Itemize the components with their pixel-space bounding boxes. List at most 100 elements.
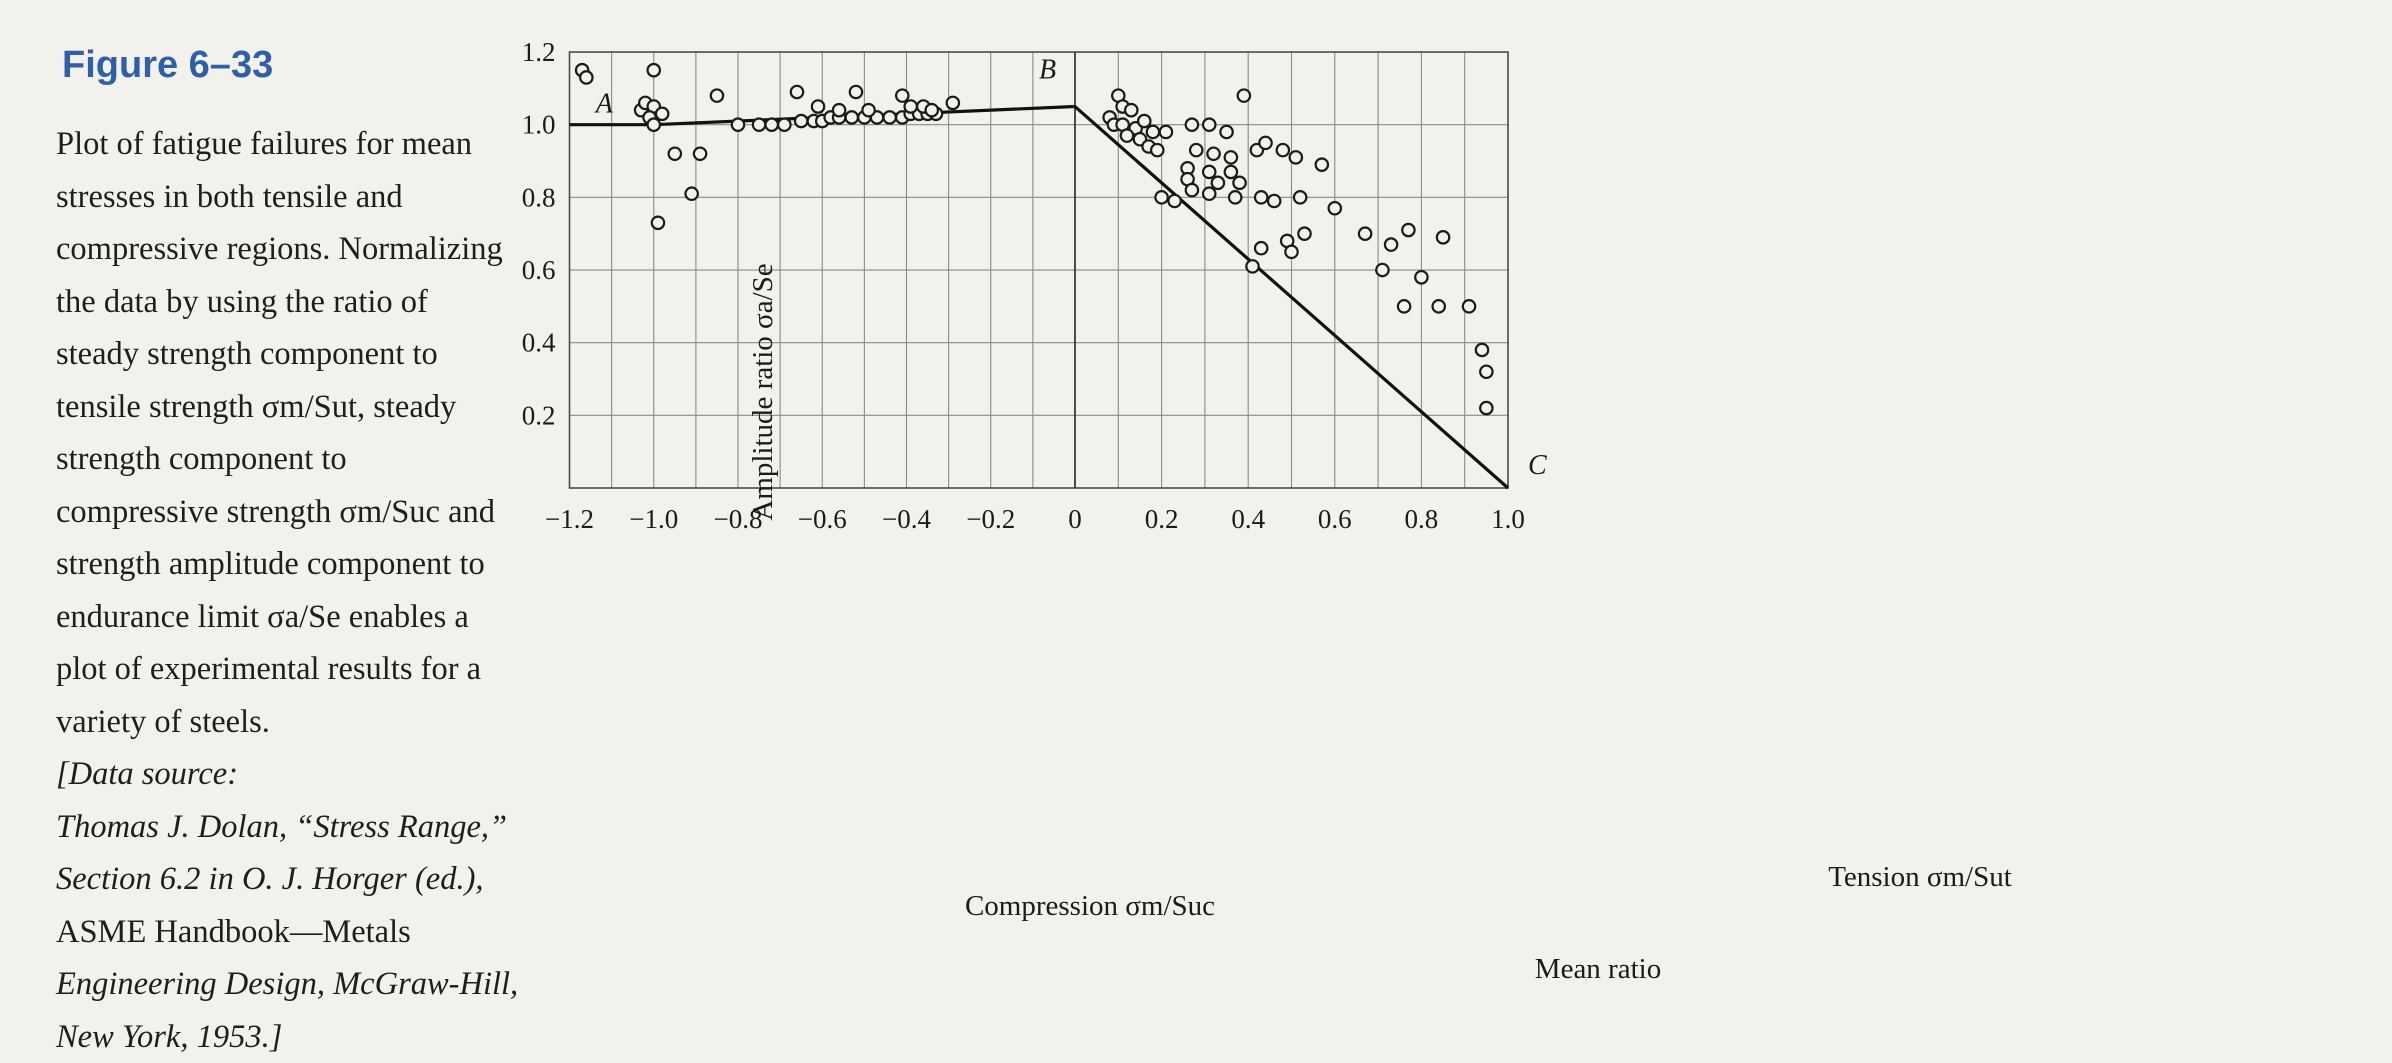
data-point — [711, 89, 723, 101]
envelope-line — [570, 107, 1509, 488]
data-point — [1476, 344, 1488, 356]
data-point — [1277, 144, 1289, 156]
data-point — [1121, 129, 1133, 141]
data-points — [576, 64, 1493, 414]
failure-envelope: A B C — [570, 55, 1548, 488]
data-point — [846, 111, 858, 123]
data-point — [883, 111, 895, 123]
data-point — [648, 119, 660, 131]
data-point — [1151, 144, 1163, 156]
data-point — [732, 119, 744, 131]
data-point — [766, 119, 778, 131]
data-point — [1398, 300, 1410, 312]
data-point — [850, 86, 862, 98]
data-point — [685, 188, 697, 200]
data-point — [648, 64, 660, 76]
data-point — [1480, 366, 1492, 378]
x-tick-label: −0.4 — [882, 504, 931, 534]
y-tick-label: 0.6 — [522, 255, 556, 285]
data-point — [1229, 191, 1241, 203]
x-axis-title-main: Mean ratio — [1535, 953, 1661, 985]
data-point — [1329, 202, 1341, 214]
data-point — [1212, 177, 1224, 189]
data-point — [896, 89, 908, 101]
data-point — [1298, 227, 1310, 239]
data-point — [694, 148, 706, 160]
x-axis-title-tension: Tension σm/Sut — [1828, 861, 2012, 893]
y-tick-label: 0.4 — [522, 328, 556, 358]
data-point — [656, 108, 668, 120]
x-tick-label: −0.2 — [966, 504, 1015, 534]
point-label-c: C — [1528, 450, 1547, 481]
data-point — [1147, 126, 1159, 138]
data-point — [652, 217, 664, 229]
data-point — [1255, 191, 1267, 203]
data-point — [1168, 195, 1180, 207]
x-tick-label: 1.0 — [1491, 504, 1525, 534]
data-point — [1155, 191, 1167, 203]
x-tick-label: 0.8 — [1405, 504, 1439, 534]
data-point — [812, 100, 824, 112]
data-point — [1220, 126, 1232, 138]
y-tick-label: 0.2 — [522, 400, 556, 430]
x-axis-title-compression: Compression σm/Suc — [965, 890, 1215, 922]
data-point — [1268, 195, 1280, 207]
data-point — [1255, 242, 1267, 254]
data-point — [1160, 126, 1172, 138]
data-point — [1402, 224, 1414, 236]
data-point — [1415, 271, 1427, 283]
x-tick-label: −0.6 — [798, 504, 847, 534]
grid — [570, 52, 1509, 488]
data-point — [1225, 166, 1237, 178]
data-point — [1207, 148, 1219, 160]
data-point — [580, 71, 592, 83]
x-tick-label: 0.2 — [1145, 504, 1179, 534]
y-tick-label: 1.2 — [522, 37, 556, 67]
data-point — [1238, 89, 1250, 101]
data-point — [1233, 177, 1245, 189]
point-label-b: B — [1039, 55, 1056, 86]
data-point — [753, 119, 765, 131]
point-label-a: A — [594, 89, 614, 120]
data-point — [1437, 231, 1449, 243]
x-tick-label: 0 — [1068, 504, 1082, 534]
data-point — [1186, 119, 1198, 131]
data-point — [1125, 104, 1137, 116]
data-point — [1290, 151, 1302, 163]
data-point — [1203, 119, 1215, 131]
x-tick-label: 0.6 — [1318, 504, 1352, 534]
axis-titles: Amplitude ratio σa/Se Compression σm/Suc… — [747, 263, 2012, 985]
data-point — [1190, 144, 1202, 156]
y-axis-title: Amplitude ratio σa/Se — [747, 263, 779, 520]
x-tick-label: −1.0 — [629, 504, 678, 534]
data-point — [1463, 300, 1475, 312]
data-point — [1294, 191, 1306, 203]
data-point — [1376, 264, 1388, 276]
data-point — [1359, 227, 1371, 239]
y-tick-label: 1.0 — [522, 110, 556, 140]
data-point — [1480, 402, 1492, 414]
data-point — [1246, 260, 1258, 272]
data-point — [1385, 238, 1397, 250]
data-point — [1203, 188, 1215, 200]
data-point — [795, 115, 807, 127]
data-point — [1203, 166, 1215, 178]
data-point — [1259, 137, 1271, 149]
data-point — [1186, 184, 1198, 196]
data-point — [1316, 158, 1328, 170]
data-point — [791, 86, 803, 98]
data-point — [778, 119, 790, 131]
data-point — [833, 104, 845, 116]
y-tick-label: 0.8 — [522, 182, 556, 212]
data-point — [947, 97, 959, 109]
data-point — [1138, 115, 1150, 127]
data-point — [1225, 151, 1237, 163]
data-point — [1285, 246, 1297, 258]
x-tick-label: −1.2 — [545, 504, 594, 534]
data-point — [905, 100, 917, 112]
x-tick-label: 0.4 — [1231, 504, 1265, 534]
data-point — [862, 104, 874, 116]
data-point — [1433, 300, 1445, 312]
